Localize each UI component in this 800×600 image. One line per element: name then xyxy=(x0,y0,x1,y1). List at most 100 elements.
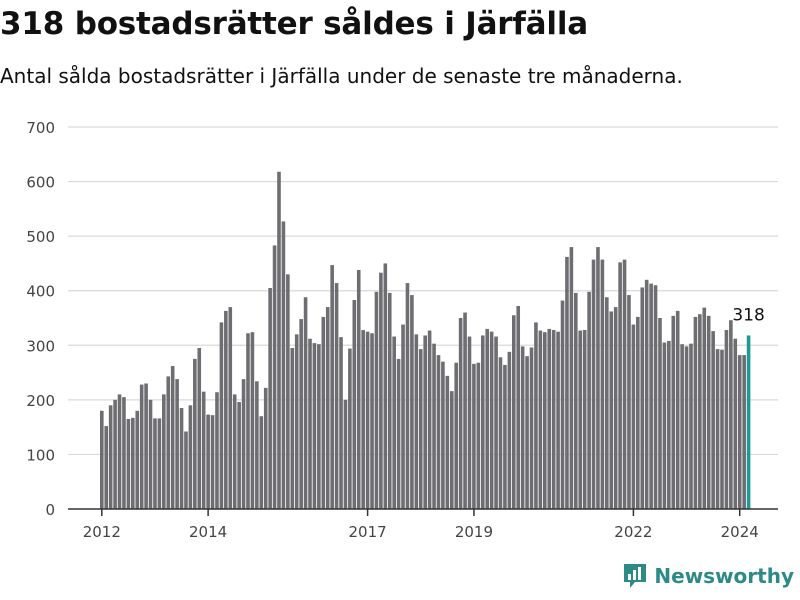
bar xyxy=(644,279,649,509)
bar xyxy=(277,171,281,509)
bar xyxy=(206,414,210,509)
bar xyxy=(201,391,206,509)
bar xyxy=(706,315,711,509)
bar xyxy=(432,343,436,509)
bar xyxy=(179,408,184,509)
bar xyxy=(543,332,547,509)
bar xyxy=(582,330,587,509)
bar xyxy=(131,417,135,509)
bar xyxy=(361,330,365,509)
bar xyxy=(215,392,219,509)
bar xyxy=(290,348,295,509)
bar xyxy=(210,415,215,509)
bar xyxy=(574,292,578,509)
bar xyxy=(268,287,272,509)
bar xyxy=(104,426,109,509)
bar xyxy=(387,292,392,509)
bar xyxy=(720,349,724,509)
bar xyxy=(667,340,671,509)
bar xyxy=(232,394,237,509)
bar xyxy=(618,262,622,509)
bar xyxy=(175,379,179,509)
bar xyxy=(405,283,410,509)
bar xyxy=(476,362,481,509)
bar xyxy=(379,272,383,509)
bar xyxy=(193,358,197,509)
x-tick-label: 2019 xyxy=(455,523,493,541)
brand-name: Newsworthy xyxy=(654,564,794,588)
bar xyxy=(569,247,574,509)
bar xyxy=(658,318,662,509)
bar xyxy=(467,336,472,509)
bar xyxy=(587,291,591,509)
y-tick-label: 600 xyxy=(26,174,55,192)
bar xyxy=(511,315,516,509)
bar xyxy=(139,384,144,509)
bar xyxy=(144,383,148,509)
x-tick-label: 2017 xyxy=(349,523,387,541)
bar xyxy=(374,291,379,509)
bar xyxy=(401,324,405,509)
bar xyxy=(113,399,117,509)
bar xyxy=(507,351,512,509)
bar xyxy=(303,297,308,509)
bar xyxy=(343,399,348,509)
bar xyxy=(281,221,286,509)
y-tick-label: 500 xyxy=(26,228,55,246)
bar xyxy=(675,310,680,509)
bar xyxy=(237,402,241,509)
y-tick-label: 400 xyxy=(26,283,55,301)
bar xyxy=(170,366,175,509)
bar xyxy=(538,330,543,509)
bar xyxy=(520,346,525,509)
bars xyxy=(100,171,751,510)
bar xyxy=(308,338,312,509)
bar xyxy=(100,410,104,509)
bar xyxy=(494,336,498,509)
bar xyxy=(596,247,600,509)
bar xyxy=(441,361,445,509)
bar xyxy=(547,328,552,509)
brand-logo[interactable]: Newsworthy xyxy=(622,562,794,590)
bar xyxy=(255,381,259,509)
y-axis-ticks: 0 100 200 300 400 500 600 700 xyxy=(26,119,55,519)
bar xyxy=(485,328,490,509)
bar xyxy=(534,322,538,509)
bar xyxy=(396,358,401,509)
bar xyxy=(684,346,689,509)
bar xyxy=(356,269,361,509)
bar xyxy=(352,299,357,509)
bar xyxy=(742,355,746,509)
bar xyxy=(489,331,494,509)
bar xyxy=(480,335,485,509)
bar xyxy=(250,332,255,509)
bar xyxy=(733,338,738,509)
bar xyxy=(653,285,658,509)
chart-title: 318 bostadsrätter såldes i Järfälla xyxy=(0,6,588,42)
bar xyxy=(529,347,534,509)
bar xyxy=(445,375,450,509)
bar xyxy=(312,343,317,509)
bar xyxy=(392,336,396,509)
bar xyxy=(680,344,684,509)
bar xyxy=(698,314,702,509)
bar xyxy=(600,259,605,509)
bar xyxy=(162,394,166,509)
bar xyxy=(334,283,339,509)
bar xyxy=(365,331,370,509)
bar xyxy=(671,315,676,509)
bar xyxy=(693,316,698,509)
bar xyxy=(122,397,126,509)
bar xyxy=(609,311,614,509)
bar xyxy=(578,330,583,509)
bar xyxy=(272,245,277,510)
bar xyxy=(294,334,299,509)
bar xyxy=(711,331,715,509)
bar xyxy=(454,362,458,509)
bar xyxy=(299,319,303,509)
x-tick-label: 2014 xyxy=(189,523,227,541)
x-tick-label: 2024 xyxy=(721,523,759,541)
y-tick-label: 100 xyxy=(26,446,55,464)
bar xyxy=(622,259,627,509)
bar xyxy=(631,324,636,509)
